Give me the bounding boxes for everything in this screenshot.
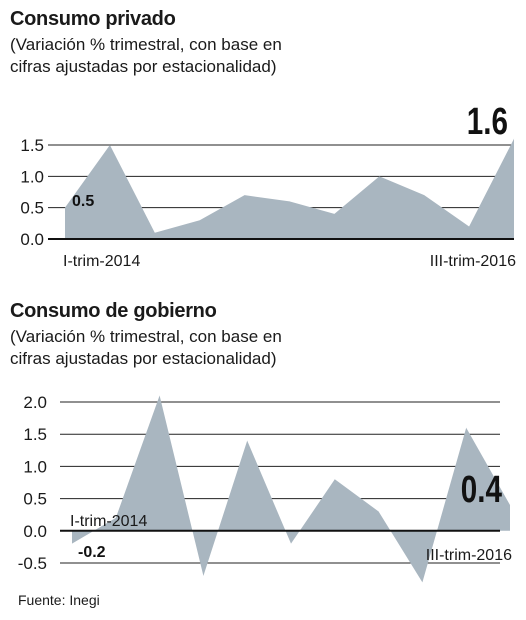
y-tick-label: 0.0 [20, 230, 44, 249]
x-label-end: III-trim-2016 [430, 253, 516, 270]
chart2-title: Consumo de gobierno [10, 300, 217, 322]
y-tick-label: 1.5 [23, 425, 47, 444]
x-label-end: III-trim-2016 [426, 547, 512, 564]
chart1-title: Consumo privado [10, 8, 176, 30]
x-label-start: I-trim-2014 [70, 513, 147, 530]
chart1-subtitle: (Variación % trimestral, con base en cif… [10, 35, 282, 76]
first-value-label: 0.5 [72, 193, 94, 210]
consumo-gobierno-chart: 2.0 1.5 1.0 0.5 0.0 -0.5 I-trim-2014 III-trim-2… [18, 393, 512, 583]
y-tick-label: 0.5 [23, 490, 47, 509]
last-value-label: 1.6 [467, 101, 508, 143]
x-label-start: I-trim-2014 [63, 253, 140, 270]
chart2-subtitle: (Variación % trimestral, con base en cif… [10, 327, 282, 368]
data-area [72, 395, 510, 583]
data-area [65, 138, 514, 239]
y-tick-label: 2.0 [23, 393, 47, 412]
source-note: Fuente: Inegi [18, 592, 100, 608]
y-tick-label: 1.0 [20, 167, 44, 186]
y-tick-label: 1.0 [23, 457, 47, 476]
y-tick-label: 0.5 [20, 199, 44, 218]
last-value-label: 0.4 [461, 469, 502, 511]
y-tick-label: -0.5 [18, 554, 47, 573]
consumo-privado-chart: 1.5 1.0 0.5 0.0 I-trim-2014 III-trim-2016 0.5 1… [20, 101, 516, 270]
first-value-label: -0.2 [78, 544, 106, 561]
y-tick-label: 0.0 [23, 522, 47, 541]
y-tick-label: 1.5 [20, 136, 44, 155]
